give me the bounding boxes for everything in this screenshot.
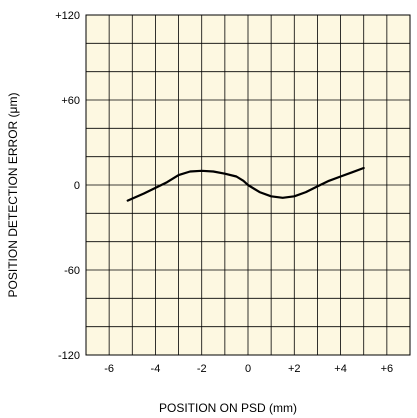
- x-axis-label: POSITION ON PSD (mm): [159, 401, 297, 415]
- y-axis-label: POSITION DETECTION ERROR (μm): [6, 93, 20, 298]
- series-line-0: [126, 166, 365, 202]
- y-tick-label: -120: [58, 350, 80, 362]
- y-tick-label: 0: [74, 180, 80, 192]
- x-tick-label: -6: [104, 363, 114, 375]
- y-tick-label: -60: [64, 265, 80, 277]
- x-tick-label: -4: [151, 363, 161, 375]
- y-tick-label: +120: [55, 10, 80, 22]
- x-tick-label: 0: [245, 363, 251, 375]
- x-tick-label: +4: [334, 363, 347, 375]
- tick-labels: -120 -60 0 +60 +120 -6 -4 -2 0 +2 +4 +6: [55, 10, 393, 375]
- y-tick-label: +60: [61, 95, 80, 107]
- x-tick-label: -2: [197, 363, 207, 375]
- series-layer: [126, 166, 365, 202]
- x-tick-label: +6: [381, 363, 394, 375]
- x-tick-label: +2: [288, 363, 301, 375]
